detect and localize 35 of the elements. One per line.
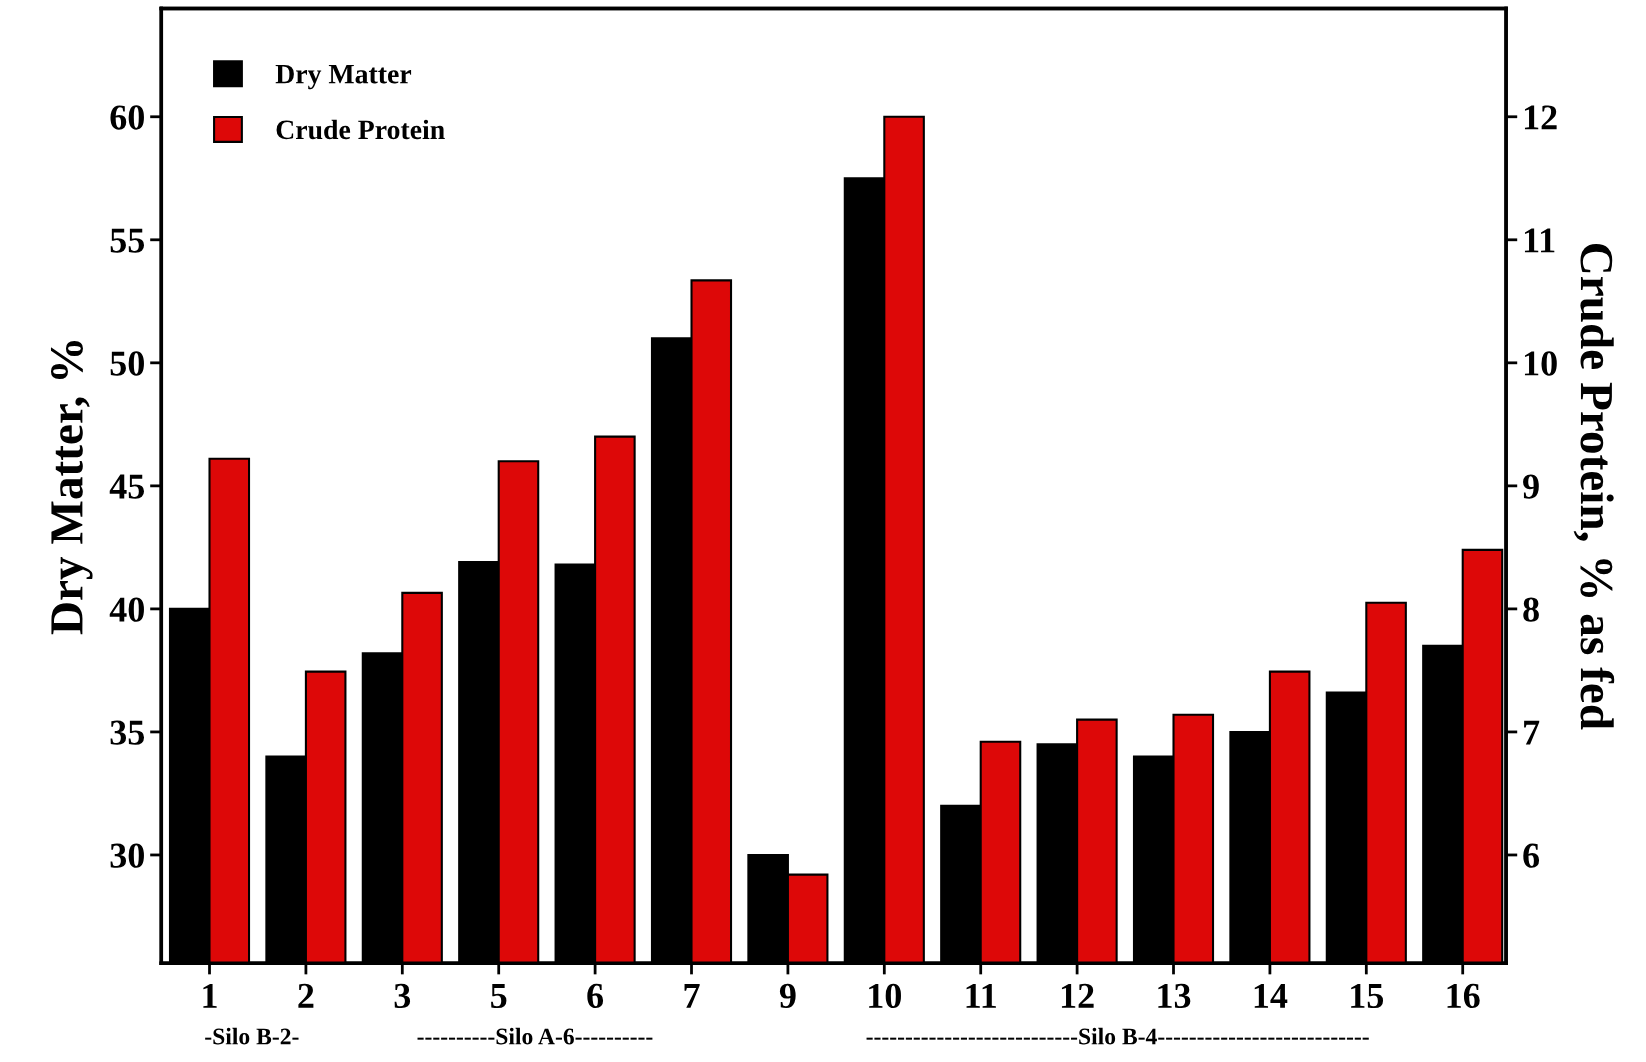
- y-tick-label: 45: [109, 474, 145, 499]
- x-tick-label: 15: [1351, 983, 1384, 1009]
- x-tick-label: 5: [491, 984, 507, 1009]
- y-axis-title: Dry Matter, %: [50, 341, 93, 635]
- y-tick-label: 60: [110, 105, 144, 130]
- x-tick-label: 3: [394, 983, 411, 1009]
- y-tick-label: 40: [109, 597, 144, 622]
- y2-tick-label: 12: [1524, 105, 1557, 130]
- y2-tick-label: 8: [1523, 597, 1539, 622]
- text: ---------------------------Silo B-4---------------------------: [866, 1027, 1369, 1045]
- x-tick-label: 10: [869, 983, 901, 1009]
- y2-tick-label: 10: [1524, 351, 1557, 376]
- y-tick-label: 30: [110, 843, 144, 868]
- y-tick-label: 50: [110, 351, 144, 376]
- x-tick-label: 14: [1254, 983, 1288, 1008]
- x-tick-label: 1: [203, 983, 217, 1008]
- y2-tick-label: 9: [1523, 474, 1539, 499]
- y2-tick-label: 11: [1524, 228, 1555, 253]
- legend-label: Crude Protein: [276, 119, 445, 140]
- y2-tick-label: 7: [1524, 720, 1540, 745]
- text: ----------Silo A-6----------: [417, 1027, 653, 1045]
- y2-axis-title: Crude Protein, % as fed: [1573, 243, 1615, 730]
- y-tick-label: 35: [110, 720, 145, 745]
- y2-tick-label: 6: [1523, 843, 1540, 868]
- x-tick-label: 2: [298, 983, 314, 1008]
- text: -Silo B-2-: [205, 1027, 299, 1045]
- x-tick-label: 6: [587, 983, 604, 1009]
- x-tick-label: 9: [779, 983, 796, 1009]
- x-tick-label: 11: [966, 983, 996, 1008]
- x-tick-label: 7: [684, 984, 700, 1008]
- y-tick-label: 55: [110, 228, 145, 253]
- x-tick-label: 12: [1061, 983, 1094, 1008]
- x-tick-label: 16: [1447, 983, 1480, 1009]
- x-tick-label: 13: [1158, 983, 1191, 1009]
- legend-label: Dry Matter: [275, 65, 412, 90]
